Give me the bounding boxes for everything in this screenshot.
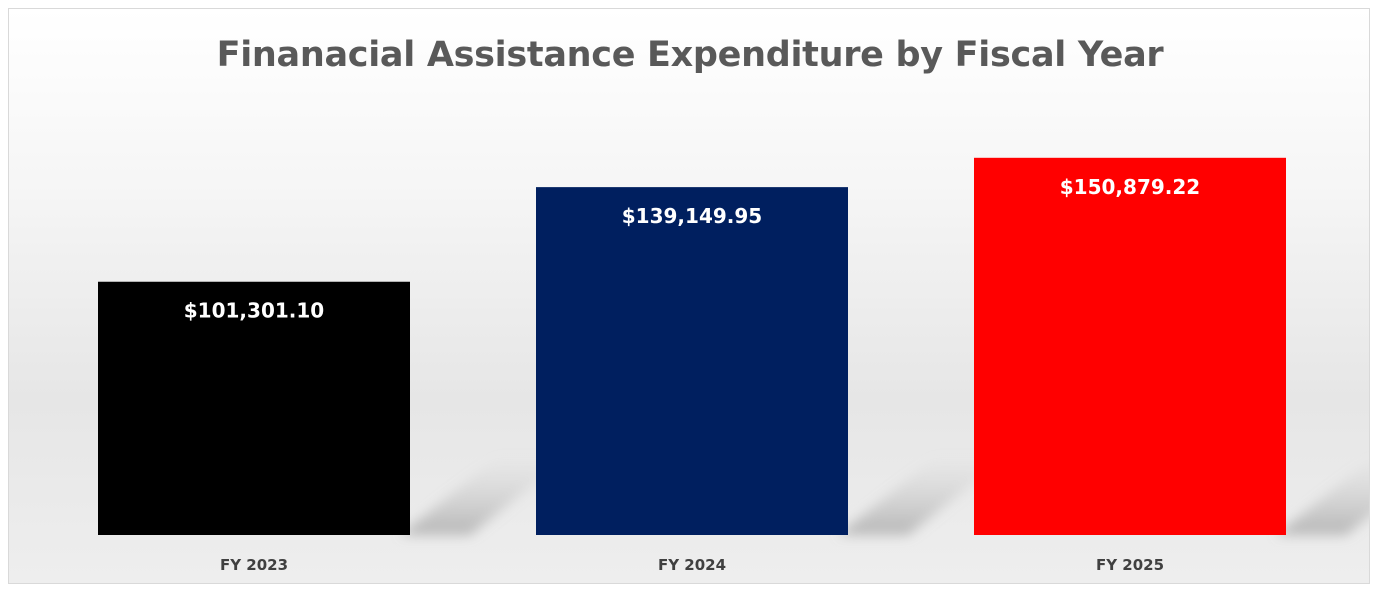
- category-label: FY 2024: [658, 556, 726, 574]
- category-label: FY 2023: [220, 556, 288, 574]
- data-label: $139,149.95: [622, 204, 762, 228]
- chart-title: Finanacial Assistance Expenditure by Fis…: [216, 35, 1164, 75]
- category-label: FY 2025: [1096, 556, 1164, 574]
- bar-shadow: [1276, 460, 1369, 535]
- bar-fy-2024: [536, 187, 848, 535]
- data-label: $150,879.22: [1060, 175, 1200, 199]
- chart-frame: Finanacial Assistance Expenditure by Fis…: [8, 8, 1370, 584]
- bar-fy-2025: [974, 157, 1286, 536]
- data-label: $101,301.10: [184, 299, 324, 323]
- bar-fy-2023: [98, 281, 410, 535]
- bar-shadow: [838, 455, 1008, 535]
- bar-chart-plot: $101,301.10 FY 2023 $139,149.95 FY 2024 $150…: [98, 157, 1369, 574]
- bar-shadow: [400, 455, 570, 535]
